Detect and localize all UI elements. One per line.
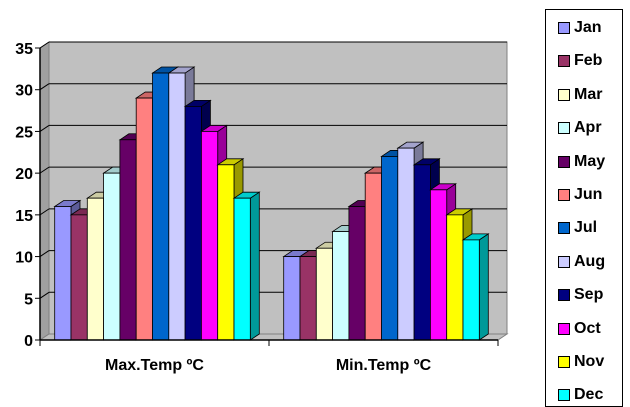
x-axis-labels: Max.Temp ºC Min.Temp ºC [105,357,432,374]
y-tick-label: 10 [15,250,33,267]
legend-label: May [574,152,606,170]
y-tick-label: 35 [15,41,33,58]
legend-item-dec: Dec [558,385,603,405]
legend-label: Apr [574,119,602,137]
legend-item-jul: Jul [558,218,597,238]
legend-swatch [558,22,570,34]
legend-label: Mar [574,85,603,103]
gridline-side [39,208,50,216]
gridline-side [39,83,50,91]
bar-dec-max [232,191,261,341]
legend-label: Jun [574,186,603,203]
y-tick-label: 5 [24,291,33,308]
legend-label: Jul [574,219,598,237]
bars [53,66,490,341]
bar-front [135,97,153,341]
legend-label: Oct [574,319,601,337]
legend-label: Dec [574,386,604,404]
bar-front [152,72,170,341]
gridline-side [39,125,50,132]
bar-front [413,164,431,341]
legend-swatch [558,356,570,368]
gridline-side [39,250,50,257]
bar-front [233,197,251,341]
bar-front [348,206,366,341]
gridline-side [39,41,50,49]
bar-front [184,106,202,341]
bar-front [54,206,72,341]
legend-swatch [558,88,570,101]
bar-front [446,214,464,341]
bar-front [86,197,105,341]
bar-side [478,233,489,341]
legend-swatch [558,322,570,335]
bar-front [103,172,121,341]
legend-item-nov: Nov [558,352,604,372]
y-tick-label: 15 [15,208,33,225]
bar-front [70,214,88,341]
legend-swatch [558,222,570,235]
bar-front [332,231,350,341]
legend: Jan Feb Mar Apr May Jun Jul Aug Sep Oct Nov Dec [545,9,623,407]
legend-label: Aug [574,252,606,270]
y-tick-label: 0 [24,333,33,350]
legend-item-mar: Mar [558,85,602,105]
legend-item-may: May [558,152,605,172]
bar-front [299,256,317,341]
gridline-side [39,166,50,174]
legend-item-feb: Feb [558,51,602,71]
bar-front [283,256,301,341]
x-category-label: Min.Temp ºC [336,357,432,374]
legend-swatch [558,189,570,201]
legend-item-jun: Jun [558,185,602,205]
legend-item-jan: Jan [558,18,602,38]
legend-swatch [558,155,570,168]
bar-front [217,164,235,341]
legend-swatch [558,55,570,68]
y-tick-label: 30 [15,83,33,100]
bar-front [168,72,186,341]
legend-item-aug: Aug [558,252,605,272]
bar-dec-min [461,233,490,341]
y-tick-label: 20 [15,166,33,183]
y-tick-label: 25 [15,124,33,141]
legend-label: Nov [574,353,605,370]
legend-item-apr: Apr [558,118,602,138]
legend-label: Feb [574,52,603,70]
legend-item-sep: Sep [558,285,603,305]
y-axis-ticks: 0 5 10 15 20 25 30 35 [15,41,40,350]
legend-swatch [558,122,570,135]
bar-front [462,239,480,341]
bar-front [200,131,219,341]
bar-front [315,247,333,341]
legend-swatch [558,289,570,302]
bar-front [429,189,448,341]
bar-front [119,139,137,341]
bar-front [364,172,382,341]
legend-label: Jan [574,19,602,36]
axes [39,48,499,346]
legend-item-oct: Oct [558,319,601,339]
bar-side [249,191,260,341]
legend-swatch [558,255,570,268]
gridline-side [39,291,50,299]
bar-front [381,156,399,341]
bar-front [397,147,415,341]
legend-swatch [558,389,570,402]
legend-label: Sep [574,286,604,304]
x-category-label: Max.Temp ºC [105,357,204,374]
